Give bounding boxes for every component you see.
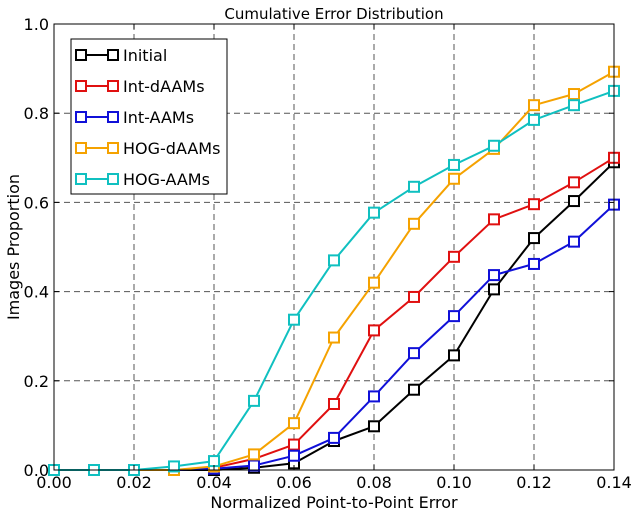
legend-marker	[107, 142, 119, 154]
legend-label: HOG-AAMs	[123, 170, 210, 189]
legend-entry-hog-daams: HOG-dAAMs	[75, 139, 220, 158]
legend-marker	[75, 173, 87, 185]
y-tick-label: 0.0	[24, 461, 49, 480]
x-tick-label: 0.00	[36, 473, 72, 492]
data-point-int-aams	[368, 390, 380, 403]
data-point-int-aams	[248, 459, 260, 472]
legend-label: Initial	[123, 46, 167, 65]
legend-marker	[107, 111, 119, 123]
data-point-hog-daams	[288, 417, 300, 430]
data-point-hog-aams	[208, 455, 220, 468]
data-point-int-aams	[568, 235, 580, 248]
legend-label: Int-dAAMs	[123, 77, 205, 96]
data-point-hog-daams	[248, 448, 260, 461]
data-point-int-aams	[488, 269, 500, 282]
legend-entry-initial: Initial	[75, 46, 167, 65]
legend: Initial Int-dAAMs Int-AAMs HOG-dAAMs HOG-AAM…	[70, 38, 228, 195]
data-point-int-aams	[328, 431, 340, 444]
data-point-int-daams	[328, 397, 340, 410]
plot-frame	[53, 23, 615, 471]
legend-entry-hog-aams: HOG-AAMs	[75, 170, 210, 189]
data-point-hog-aams	[528, 113, 540, 126]
x-tick-label: 0.02	[116, 473, 152, 492]
x-tick-label: 0.04	[196, 473, 232, 492]
legend-marker	[75, 80, 87, 92]
data-point-hog-aams	[168, 460, 180, 473]
data-point-hog-aams	[568, 99, 580, 112]
y-tick-label: 0.8	[24, 104, 49, 123]
x-tick-label: 0.10	[436, 473, 472, 492]
data-point-hog-aams	[248, 394, 260, 407]
y-tick-label: 0.4	[24, 283, 49, 302]
legend-marker	[107, 49, 119, 61]
data-point-int-aams	[448, 310, 460, 323]
data-point-int-aams	[528, 257, 540, 270]
data-point-int-daams	[448, 250, 460, 263]
x-tick-label: 0.08	[356, 473, 392, 492]
data-point-hog-aams	[288, 313, 300, 326]
data-point-hog-aams	[488, 139, 500, 152]
data-point-int-daams	[488, 213, 500, 226]
ticks: 0.00 0.02 0.04 0.06 0.08 0.10 0.12 0.14 0.0 0.2 0.…	[24, 15, 632, 492]
data-point-int-daams	[528, 198, 540, 211]
x-tick-label: 0.12	[516, 473, 552, 492]
data-point-hog-daams	[528, 99, 540, 112]
legend-marker	[107, 173, 119, 185]
legend-entry-int-aams: Int-AAMs	[75, 108, 194, 127]
series-layer	[48, 65, 620, 476]
legend-marker	[107, 80, 119, 92]
data-point-initial	[568, 195, 580, 208]
x-tick-label: 0.14	[596, 473, 632, 492]
x-tick-label: 0.06	[276, 473, 312, 492]
data-point-int-aams	[408, 347, 420, 360]
legend-marker	[75, 142, 87, 154]
data-point-hog-aams	[368, 206, 380, 219]
data-point-int-daams	[408, 290, 420, 303]
y-tick-label: 0.2	[24, 372, 49, 391]
data-point-hog-daams	[368, 276, 380, 289]
data-point-initial	[528, 232, 540, 245]
data-point-hog-daams	[328, 331, 340, 344]
data-point-int-daams	[368, 324, 380, 337]
y-tick-label: 1.0	[24, 15, 49, 34]
legend-marker	[75, 49, 87, 61]
data-point-initial	[488, 283, 500, 296]
y-tick-label: 0.6	[24, 193, 49, 212]
data-point-int-daams	[288, 438, 300, 451]
data-point-hog-daams	[448, 172, 460, 185]
legend-label: HOG-dAAMs	[123, 139, 220, 158]
data-point-int-daams	[568, 176, 580, 189]
data-point-hog-aams	[408, 180, 420, 193]
data-point-initial	[448, 349, 460, 362]
legend-entry-int-daams: Int-dAAMs	[75, 77, 205, 96]
chart-title: Cumulative Error Distribution	[224, 5, 443, 23]
data-point-hog-daams	[408, 217, 420, 230]
data-point-hog-aams	[448, 158, 460, 171]
data-point-int-aams	[288, 449, 300, 462]
legend-marker	[75, 111, 87, 123]
data-point-initial	[408, 383, 420, 396]
data-point-hog-aams	[328, 254, 340, 267]
data-point-initial	[368, 420, 380, 433]
y-axis-label: Images Proportion	[4, 174, 23, 320]
data-point-hog-daams	[568, 88, 580, 101]
x-axis-label: Normalized Point-to-Point Error	[210, 493, 458, 512]
legend-label: Int-AAMs	[123, 108, 194, 127]
